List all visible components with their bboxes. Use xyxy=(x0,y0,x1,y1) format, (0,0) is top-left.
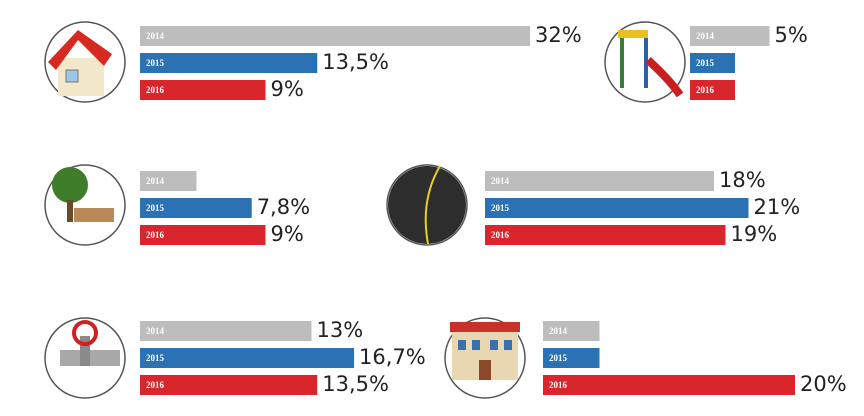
school-icon xyxy=(444,317,526,399)
value-label: 21% xyxy=(754,195,801,219)
bar xyxy=(140,53,318,73)
value-label: 9% xyxy=(271,222,304,246)
value-label: 5% xyxy=(775,23,808,47)
valve-icon xyxy=(44,317,126,399)
bar xyxy=(543,375,795,395)
bar-category-label: 2014 xyxy=(146,326,165,336)
house-icon xyxy=(44,21,126,103)
bar xyxy=(140,26,530,46)
bar xyxy=(543,348,600,368)
bar-category-label: 2014 xyxy=(549,326,568,336)
bar xyxy=(140,321,312,341)
bar xyxy=(690,53,735,73)
bar-category-label: 2016 xyxy=(491,230,510,240)
value-label: 13% xyxy=(317,318,364,342)
value-label: 13,5% xyxy=(322,372,389,396)
value-label: 13,5% xyxy=(322,50,389,74)
value-label: 18% xyxy=(719,168,766,192)
bar-category-label: 2016 xyxy=(146,230,165,240)
bar xyxy=(140,348,355,368)
park-icon xyxy=(44,164,126,246)
bar xyxy=(690,26,770,46)
bar xyxy=(485,171,714,191)
bar-category-label: 2015 xyxy=(696,58,715,68)
bar xyxy=(140,171,197,191)
bar xyxy=(140,80,266,100)
bar-category-label: 2015 xyxy=(146,58,165,68)
value-label: 20% xyxy=(800,372,847,396)
bar-category-label: 2016 xyxy=(696,85,715,95)
value-label: 16,7% xyxy=(359,345,426,369)
bar-category-label: 2015 xyxy=(491,203,510,213)
bar xyxy=(485,198,749,218)
road-icon xyxy=(386,164,468,246)
bar xyxy=(543,321,600,341)
playground-icon xyxy=(604,21,686,103)
bar-category-label: 2015 xyxy=(146,353,165,363)
bar xyxy=(690,80,735,100)
bar-category-label: 2014 xyxy=(491,176,510,186)
bar-category-label: 2014 xyxy=(146,176,165,186)
bar-category-label: 2015 xyxy=(549,353,568,363)
bar-category-label: 2015 xyxy=(146,203,165,213)
bar xyxy=(140,225,266,245)
bar-category-label: 2014 xyxy=(146,31,165,41)
bar xyxy=(140,198,252,218)
bar xyxy=(485,225,726,245)
bar-category-label: 2014 xyxy=(696,31,715,41)
bar xyxy=(140,375,318,395)
value-label: 19% xyxy=(731,222,778,246)
bar-category-label: 2016 xyxy=(146,85,165,95)
value-label: 32% xyxy=(535,23,582,47)
icons xyxy=(44,21,686,399)
bar-category-label: 2016 xyxy=(146,380,165,390)
value-label: 9% xyxy=(271,77,304,101)
value-label: 7,8% xyxy=(257,195,310,219)
bar-category-label: 2016 xyxy=(549,380,568,390)
